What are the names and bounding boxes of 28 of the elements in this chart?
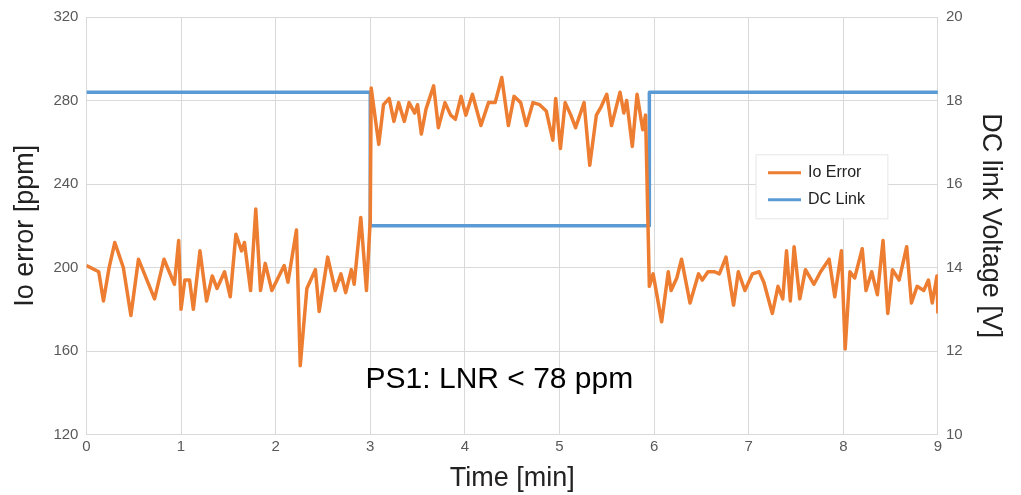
x-tick-label: 6 [649,436,659,454]
y-tick-label: 320 [53,7,79,25]
x-tick-label: 5 [555,436,564,454]
legend-label: Io Error [808,163,863,181]
x-tick-label: 3 [366,436,375,454]
y-tick-label: 120 [53,424,79,442]
x-tick-label: 4 [460,436,470,454]
x-tick-label: 1 [176,436,186,454]
y2-tick-label: 14 [945,257,963,275]
x-tick-label: 2 [271,436,280,454]
y2-tick-label: 16 [945,174,963,192]
y-axis-title: Io error [ppm] [8,144,39,307]
y2-tick-label: 12 [945,341,963,359]
y-tick-label: 240 [53,174,79,192]
y2-tick-label: 10 [945,424,963,442]
x-tick-label: 8 [839,436,848,454]
y-tick-label: 160 [53,341,79,359]
y-tick-label: 200 [53,257,79,275]
annotation: PS1: LNR < 78 ppm [365,360,634,394]
x-axis-title: Time [min] [449,462,575,493]
y2-axis-title: DC link Voltage [V] [977,113,1008,339]
x-tick-label: 7 [744,436,753,454]
y2-tick-label: 20 [945,7,963,25]
x-tick-label: 0 [82,436,91,454]
x-tick-label: 9 [933,436,943,454]
legend-label: DC Link [808,190,866,208]
y2-tick-label: 18 [945,90,963,108]
y-tick-label: 280 [53,90,79,108]
